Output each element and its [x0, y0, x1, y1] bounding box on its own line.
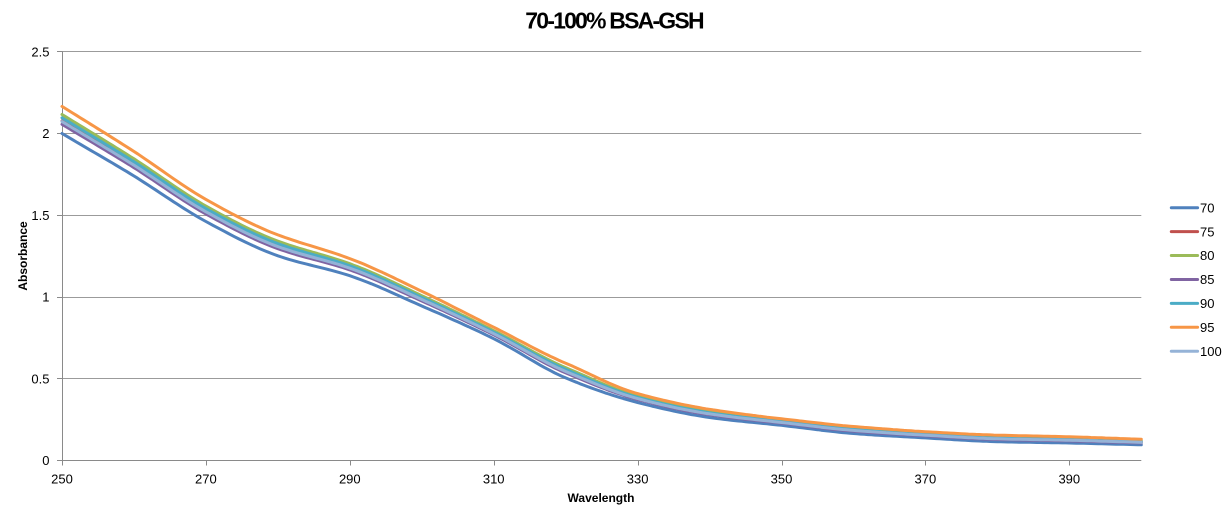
svg-text:0.5: 0.5 [31, 371, 49, 386]
svg-text:350: 350 [771, 472, 793, 487]
svg-text:1.5: 1.5 [31, 208, 49, 223]
svg-text:95: 95 [1200, 320, 1214, 335]
svg-text:2.5: 2.5 [31, 44, 49, 59]
svg-text:390: 390 [1058, 472, 1080, 487]
svg-text:70-100% BSA-GSH: 70-100% BSA-GSH [525, 8, 704, 34]
svg-text:270: 270 [195, 472, 217, 487]
svg-text:Absorbance: Absorbance [16, 221, 30, 291]
svg-text:370: 370 [915, 472, 937, 487]
svg-text:250: 250 [51, 472, 73, 487]
svg-text:0: 0 [42, 453, 49, 468]
svg-text:75: 75 [1200, 224, 1214, 239]
svg-text:310: 310 [483, 472, 505, 487]
svg-text:70: 70 [1200, 200, 1214, 215]
svg-text:330: 330 [627, 472, 649, 487]
svg-text:Wavelength: Wavelength [568, 491, 635, 505]
svg-text:100: 100 [1200, 344, 1222, 359]
svg-text:80: 80 [1200, 248, 1214, 263]
svg-text:290: 290 [339, 472, 361, 487]
svg-text:85: 85 [1200, 272, 1214, 287]
svg-text:2: 2 [42, 126, 49, 141]
svg-text:1: 1 [42, 290, 49, 305]
svg-text:90: 90 [1200, 296, 1214, 311]
